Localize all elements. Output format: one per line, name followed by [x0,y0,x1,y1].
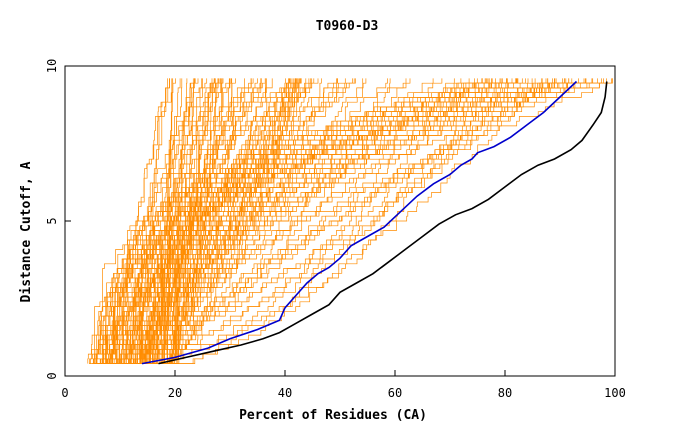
model-curve [117,78,513,364]
background-models [87,78,613,364]
model-curve [121,78,266,364]
model-curve [93,78,470,364]
model-curve [157,78,273,364]
x-tick-label: 20 [168,386,182,400]
x-axis-ticks: 0 20 40 60 80 100 [61,370,626,400]
model-curve [117,78,518,364]
model-curve [158,78,518,364]
model-curve [115,78,407,364]
model-curve [110,78,176,364]
model-curve [99,78,526,364]
highlight-series-blue [141,80,578,365]
model-curve [169,78,216,364]
model-curve [150,78,337,364]
model-curve [106,78,203,364]
model-curve [105,78,612,364]
model-curve [132,78,290,364]
model-curve [170,78,301,364]
model-curve [146,78,490,364]
y-axis-label: Distance Cutoff, A [19,161,34,302]
model-curve [170,78,188,364]
highlight-series-black [158,81,608,365]
model-curve [129,78,567,364]
model-curve [90,78,297,364]
model-curve [171,78,553,364]
y-axis-ticks: 0 5 10 [45,59,71,380]
model-curve [129,78,549,364]
chart-title: T0960-D3 [316,19,379,34]
highlighted-models [141,80,608,365]
model-curve [152,78,232,364]
y-tick-label: 5 [45,217,59,224]
x-tick-label: 60 [388,386,402,400]
model-curve [136,78,231,364]
y-tick-label: 0 [45,372,59,379]
model-curve [171,78,291,364]
x-tick-label: 0 [61,386,68,400]
model-curve [116,78,598,364]
x-axis-label: Percent of Residues (CA) [239,408,427,423]
model-curve [122,78,487,364]
x-tick-label: 40 [278,386,292,400]
model-curve [130,78,434,364]
model-curve [123,78,355,364]
model-curve [96,78,252,364]
model-curve [89,78,496,364]
x-tick-label: 100 [604,386,626,400]
x-tick-label: 80 [498,386,512,400]
y-tick-label: 10 [45,59,59,73]
model-curve [101,78,310,364]
model-curve [156,78,181,364]
model-curve [121,78,319,364]
model-curve [120,78,224,364]
